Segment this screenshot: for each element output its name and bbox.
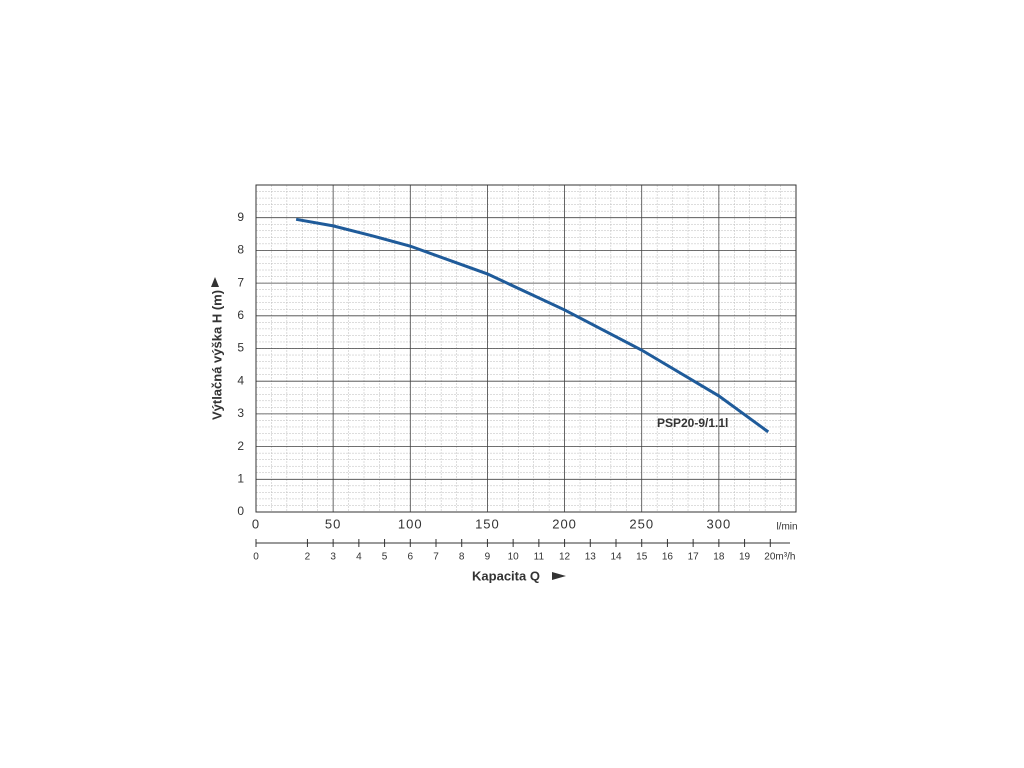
x2-tick-label: 7 [433, 552, 439, 563]
x-tick-label: 50 [325, 516, 341, 531]
y-axis-label: Výtlačná výška H (m) [209, 290, 224, 420]
x-axis-arrow [552, 572, 566, 580]
x2-tick-label: 11 [534, 552, 545, 563]
y-tick-label: 4 [237, 373, 244, 387]
x2-tick-label: 13 [585, 552, 597, 563]
y-axis-arrow [211, 277, 219, 287]
x2-tick-label: 4 [356, 552, 362, 563]
x2-tick-label: 9 [485, 552, 491, 563]
x-tick-label: 150 [475, 516, 500, 531]
x-axis-label: Kapacita Q [472, 568, 540, 583]
x2-tick-label: 14 [610, 552, 622, 563]
y-tick-label: 8 [237, 243, 244, 257]
x-tick-label: 250 [629, 516, 654, 531]
x2-tick-label: 2 [305, 552, 311, 563]
y-tick-label: 6 [237, 308, 244, 322]
x2-tick-label: 6 [408, 552, 414, 563]
y-tick-label: 1 [237, 471, 244, 485]
plot-frame [255, 184, 797, 513]
x2-tick-label: 12 [559, 552, 571, 563]
x2-tick-label: 19 [739, 552, 751, 563]
y-tick-label: 3 [237, 406, 244, 420]
x-tick-label: 0 [252, 516, 260, 531]
x2-tick-label: 3 [330, 552, 336, 563]
x-unit: l/min [776, 522, 797, 533]
x2-tick-label: 8 [459, 552, 465, 563]
x-tick-label: 200 [552, 516, 577, 531]
x2-tick-label: 16 [662, 552, 674, 563]
x2-tick-label: 15 [636, 552, 648, 563]
x-tick-label: 100 [398, 516, 423, 531]
x2-tick-label: 17 [688, 552, 700, 563]
x2-tick-label: 20m³/h [764, 552, 795, 563]
curve [295, 217, 770, 434]
y-tick-label: 2 [237, 439, 244, 453]
y-tick-label: 0 [237, 504, 244, 518]
y-tick-label: 7 [237, 275, 244, 289]
series-label: PSP20-9/1.1l [657, 416, 728, 430]
x-tick-label: 300 [707, 516, 732, 531]
x2-tick-label: 0 [253, 552, 259, 563]
x2-tick-label: 5 [382, 552, 388, 563]
x2-tick-label: 10 [508, 552, 520, 563]
y-tick-label: 9 [237, 210, 244, 224]
x2-tick-label: 18 [713, 552, 725, 563]
y-tick-label: 5 [237, 341, 244, 355]
